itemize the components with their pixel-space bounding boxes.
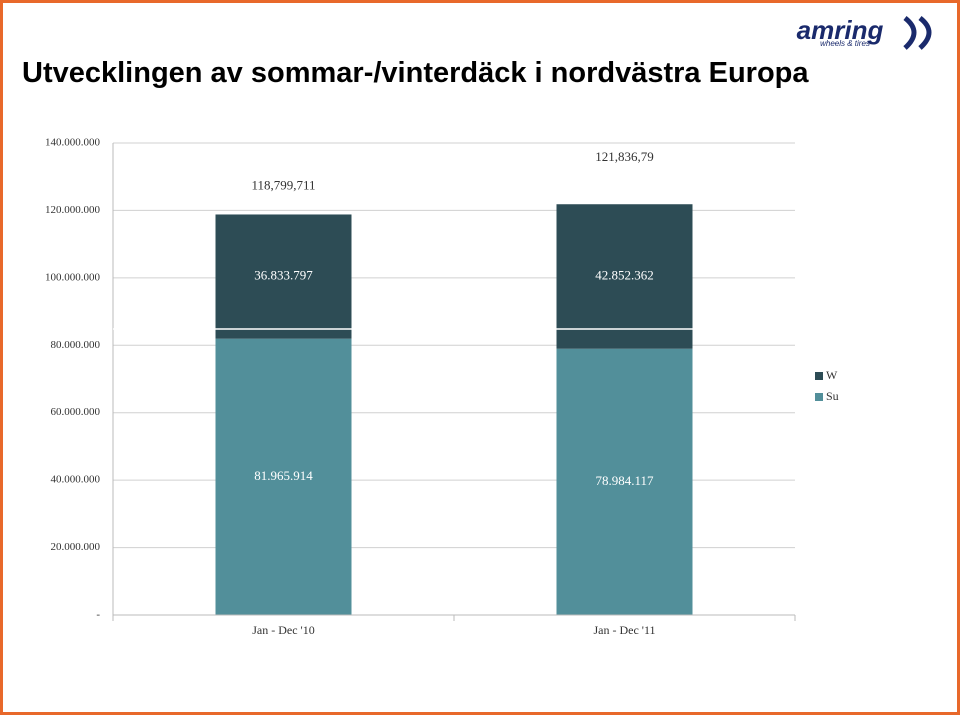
logo-arc [903, 16, 917, 50]
y-tick-label: 120.000.000 [45, 204, 101, 216]
value-label: 42.852.362 [595, 267, 654, 282]
value-label: 36.833.797 [254, 268, 313, 283]
bar-segment [215, 338, 352, 615]
logo-arc [918, 16, 932, 50]
logo-name: amring [797, 15, 884, 45]
bar-segment [215, 214, 352, 339]
legend-label: Su [826, 389, 839, 403]
total-label: 121,836,79 [595, 149, 654, 164]
legend-swatch [815, 393, 823, 401]
y-tick-label: 60.000.000 [51, 406, 101, 418]
bar-segment [556, 348, 693, 615]
legend-label: W [826, 368, 838, 382]
y-tick-label: 80.000.000 [51, 339, 101, 351]
chart-title: Utvecklingen av sommar-/vinterdäck i nor… [22, 57, 809, 89]
bar-segment [556, 204, 693, 349]
y-tick-label: 100.000.000 [45, 271, 101, 283]
x-tick-label: Jan - Dec '11 [593, 623, 655, 637]
legend-swatch [815, 372, 823, 380]
total-label: 118,799,711 [251, 177, 315, 192]
logo: amring wheels & tires [797, 15, 932, 50]
y-tick-label: 40.000.000 [51, 474, 101, 486]
logo-tagline: wheels & tires [820, 39, 870, 48]
value-label: 81.965.914 [254, 468, 313, 483]
y-tick-label: 20.000.000 [51, 541, 101, 553]
value-label: 78.984.117 [595, 473, 654, 488]
y-tick-label: - [96, 609, 100, 621]
y-tick-label: 140.000.000 [45, 137, 101, 149]
x-tick-label: Jan - Dec '10 [252, 623, 314, 637]
